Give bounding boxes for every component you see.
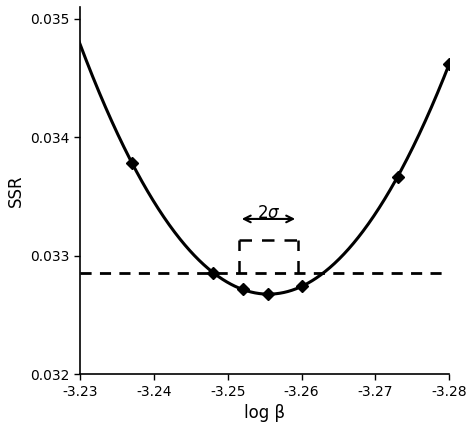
- Y-axis label: SSR: SSR: [7, 174, 25, 207]
- X-axis label: log β: log β: [244, 404, 285, 422]
- Text: $2\sigma$: $2\sigma$: [257, 205, 280, 223]
